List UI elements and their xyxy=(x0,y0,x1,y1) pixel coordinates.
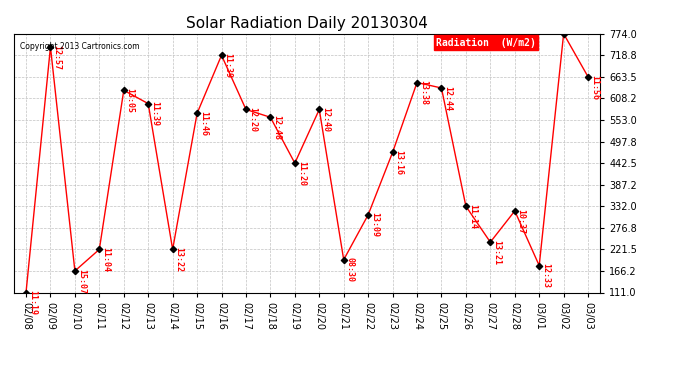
Text: 11:56: 11:56 xyxy=(590,75,599,99)
Text: 13:16: 13:16 xyxy=(395,150,404,175)
Point xyxy=(558,31,569,37)
Point xyxy=(485,239,496,245)
Text: 11:04: 11:04 xyxy=(101,247,110,272)
Point xyxy=(582,74,593,80)
Point xyxy=(240,106,251,112)
Text: 15:07: 15:07 xyxy=(77,268,86,294)
Text: 12:33: 12:33 xyxy=(541,263,550,288)
Text: Radiation  (W/m2): Radiation (W/m2) xyxy=(436,38,536,48)
Text: 12:40: 12:40 xyxy=(322,107,331,132)
Text: 13:38: 13:38 xyxy=(419,80,428,105)
Text: 11:46: 11:46 xyxy=(199,111,208,136)
Text: 12:48: 12:48 xyxy=(273,115,282,140)
Point xyxy=(167,246,178,252)
Text: Copyright 2013 Cartronics.com: Copyright 2013 Cartronics.com xyxy=(19,42,139,51)
Point xyxy=(460,203,471,209)
Text: 11:20: 11:20 xyxy=(297,161,306,186)
Text: 13:21: 13:21 xyxy=(492,240,502,265)
Point xyxy=(70,268,81,274)
Point xyxy=(289,160,300,166)
Text: 12:57: 12:57 xyxy=(52,45,61,70)
Text: 13:22: 13:22 xyxy=(175,247,184,272)
Point xyxy=(338,257,349,263)
Point xyxy=(387,149,398,155)
Point xyxy=(265,114,276,120)
Text: 11:39: 11:39 xyxy=(224,53,233,78)
Point xyxy=(411,80,422,86)
Text: 12:20: 12:20 xyxy=(248,107,257,132)
Text: 10:37: 10:37 xyxy=(517,209,526,234)
Text: 12:44: 12:44 xyxy=(444,86,453,111)
Point xyxy=(118,87,129,93)
Point xyxy=(216,52,227,58)
Text: 11:39: 11:39 xyxy=(150,101,159,126)
Point xyxy=(363,212,374,218)
Point xyxy=(436,85,447,91)
Point xyxy=(143,100,154,106)
Point xyxy=(94,246,105,252)
Text: 13:05: 13:05 xyxy=(126,88,135,113)
Text: 11:19: 11:19 xyxy=(28,290,37,315)
Point xyxy=(21,290,32,296)
Point xyxy=(533,262,544,268)
Point xyxy=(192,110,203,116)
Text: 08:30: 08:30 xyxy=(346,257,355,282)
Text: 13:09: 13:09 xyxy=(370,213,379,237)
Text: 11:14: 11:14 xyxy=(468,204,477,229)
Point xyxy=(314,106,325,112)
Point xyxy=(45,44,56,50)
Point xyxy=(509,208,520,214)
Title: Solar Radiation Daily 20130304: Solar Radiation Daily 20130304 xyxy=(186,16,428,31)
